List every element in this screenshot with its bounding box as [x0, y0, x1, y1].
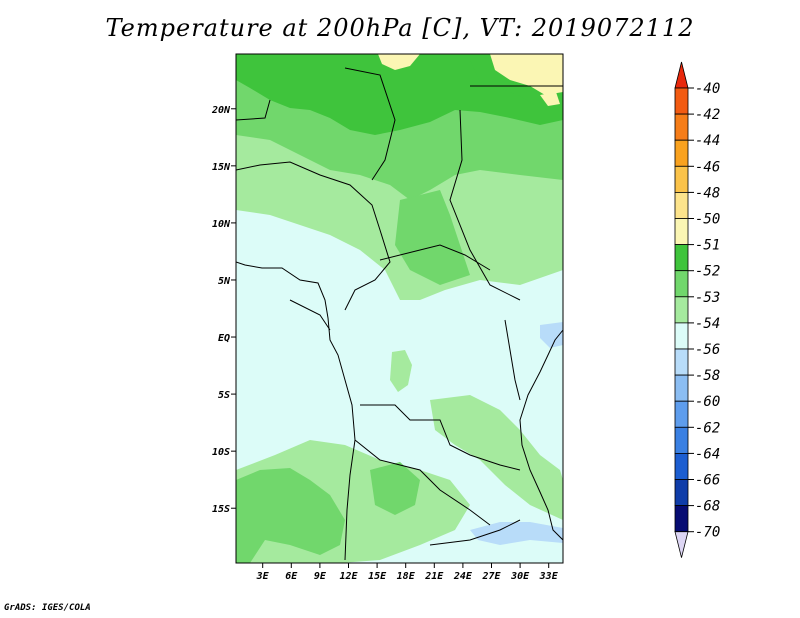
colorbar-label: -56 [695, 342, 720, 358]
colorbar-top-arrow [674, 61, 689, 89]
x-tick-label: 33E [539, 571, 559, 582]
grads-credit: GrADS: IGES/COLA [4, 603, 91, 613]
x-tick-label: 27E [481, 571, 501, 582]
colorbar-label: -53 [695, 290, 720, 306]
chart-title: Temperature at 200hPa [C], VT: 201907211… [105, 14, 695, 42]
colorbar-segment [674, 139, 689, 167]
x-axis: 3E 6E 9E 12E 15E 18E 21E 24E 27E 30E 33E [256, 563, 559, 582]
colorbar-segment [674, 270, 689, 298]
colorbar-label: -60 [695, 394, 720, 410]
colorbar-label: -46 [695, 159, 720, 175]
colorbar-label: -52 [695, 264, 720, 280]
y-tick-label: 20N [211, 105, 231, 116]
x-tick-label: 15E [368, 571, 387, 582]
plot-frame [235, 53, 564, 564]
field-band-medium-green-angola [370, 462, 420, 515]
y-tick-label: 10S [212, 447, 230, 458]
colorbar-label: -51 [695, 238, 720, 254]
colorbar-label: -44 [695, 133, 720, 149]
x-tick-label: 3E [256, 571, 270, 582]
y-tick-label: 5N [218, 276, 231, 287]
y-tick-label: 10N [212, 219, 231, 230]
colorbar-segment [674, 505, 689, 533]
border-line [354, 439, 491, 526]
field-band-medium-green-sw [236, 468, 345, 563]
colorbar-segment [674, 191, 689, 219]
x-tick-label: 30E [510, 571, 530, 582]
field-band-light-green-congo [390, 350, 412, 392]
colorbar-label: -54 [695, 316, 720, 332]
colorbar-label: -64 [695, 446, 720, 462]
border-line [429, 519, 521, 546]
colorbar-bottom-arrow [674, 531, 689, 558]
colorbar-segment [674, 400, 689, 428]
border-line [236, 161, 391, 311]
border-line [360, 404, 521, 471]
colorbar-segment [674, 113, 689, 141]
field-band-pale-yellow-small [378, 54, 420, 70]
field-band-light-green-east [430, 395, 563, 520]
colorbar-segment [674, 479, 689, 507]
colorbar-segment [674, 296, 689, 324]
colorbar-label: -48 [695, 185, 720, 201]
field-band-pale-yellow-dot [540, 92, 560, 106]
colorbar-label: -66 [695, 473, 720, 489]
border-line [379, 244, 491, 271]
border-line [504, 319, 521, 401]
colorbar-label: -70 [695, 525, 720, 541]
colorbar-segment [674, 165, 689, 193]
y-tick-label: 5S [218, 390, 230, 401]
colorbar-segment [674, 426, 689, 454]
field-band-light-blue-lake [540, 322, 563, 348]
colorbar-label: -50 [695, 212, 720, 228]
map-plot-area [236, 54, 563, 563]
colorbar-segment [674, 218, 689, 246]
coastline-east [519, 329, 563, 541]
colorbar-segment [674, 322, 689, 350]
x-tick-label: 9E [314, 571, 327, 582]
colorbar-label: -68 [695, 499, 720, 515]
colorbar: -40 -42 -44 -46 -48 -50 -51 -52 -53 -54 -56 -58 -60 -… [674, 61, 720, 558]
y-tick-label: 15S [212, 504, 230, 515]
map-borders [236, 67, 563, 561]
x-tick-label: 12E [339, 571, 358, 582]
border-line [449, 109, 521, 301]
colorbar-segment [674, 348, 689, 376]
x-tick-label: 21E [424, 571, 444, 582]
border-line [289, 299, 331, 331]
x-tick-label: 24E [453, 571, 473, 582]
colorbar-segment [674, 452, 689, 480]
border-line [344, 67, 396, 181]
y-tick-label: 15N [212, 162, 231, 173]
colorbar-label: -40 [695, 81, 720, 97]
x-tick-label: 18E [397, 571, 416, 582]
border-line [236, 99, 271, 121]
colorbar-segment [674, 87, 689, 115]
y-tick-label: EQ [218, 333, 230, 344]
colorbar-segment [674, 374, 689, 402]
y-axis: 20N 15N 10N 5N EQ 5S 10S 15S [211, 105, 236, 515]
colorbar-label: -42 [695, 107, 720, 123]
colorbar-segment [674, 244, 689, 272]
colorbar-label: -58 [695, 368, 720, 384]
field-band-pale-yellow [490, 54, 563, 95]
field-band-medium-green-sahel [395, 190, 470, 285]
colorbar-label: -62 [695, 420, 720, 436]
x-tick-label: 6E [285, 571, 298, 582]
field-band-light-blue-mozambique [470, 522, 563, 545]
